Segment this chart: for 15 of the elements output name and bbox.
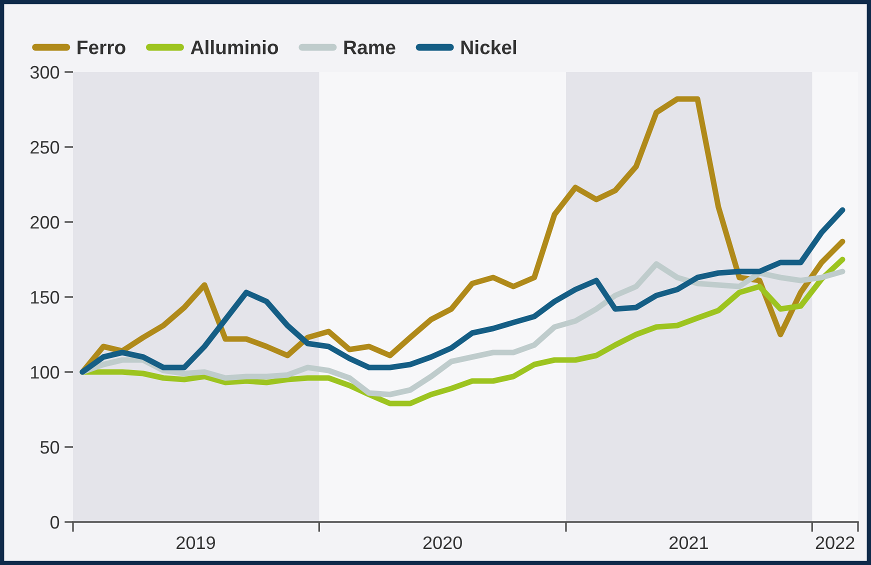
y-tick-label: 0 bbox=[50, 516, 60, 529]
y-tick-label: 100 bbox=[31, 366, 60, 379]
legend-label: Rame bbox=[344, 40, 396, 54]
x-tick-label: 2019 bbox=[176, 536, 215, 550]
y-tick-label: 150 bbox=[31, 290, 60, 304]
y-tick-label: 50 bbox=[40, 440, 60, 454]
y-tick-label: 250 bbox=[30, 140, 60, 154]
legend-label: Ferro bbox=[78, 40, 126, 54]
y-tick-label: 300 bbox=[30, 66, 60, 79]
legend-label: Alluminio bbox=[190, 40, 278, 54]
x-tick-label: 2021 bbox=[670, 536, 708, 550]
x-tick-label: 2022 bbox=[816, 536, 854, 550]
y-tick-label: 200 bbox=[30, 216, 60, 229]
x-tick-label: 2020 bbox=[423, 536, 462, 550]
legend-label: Nickel bbox=[461, 40, 516, 54]
